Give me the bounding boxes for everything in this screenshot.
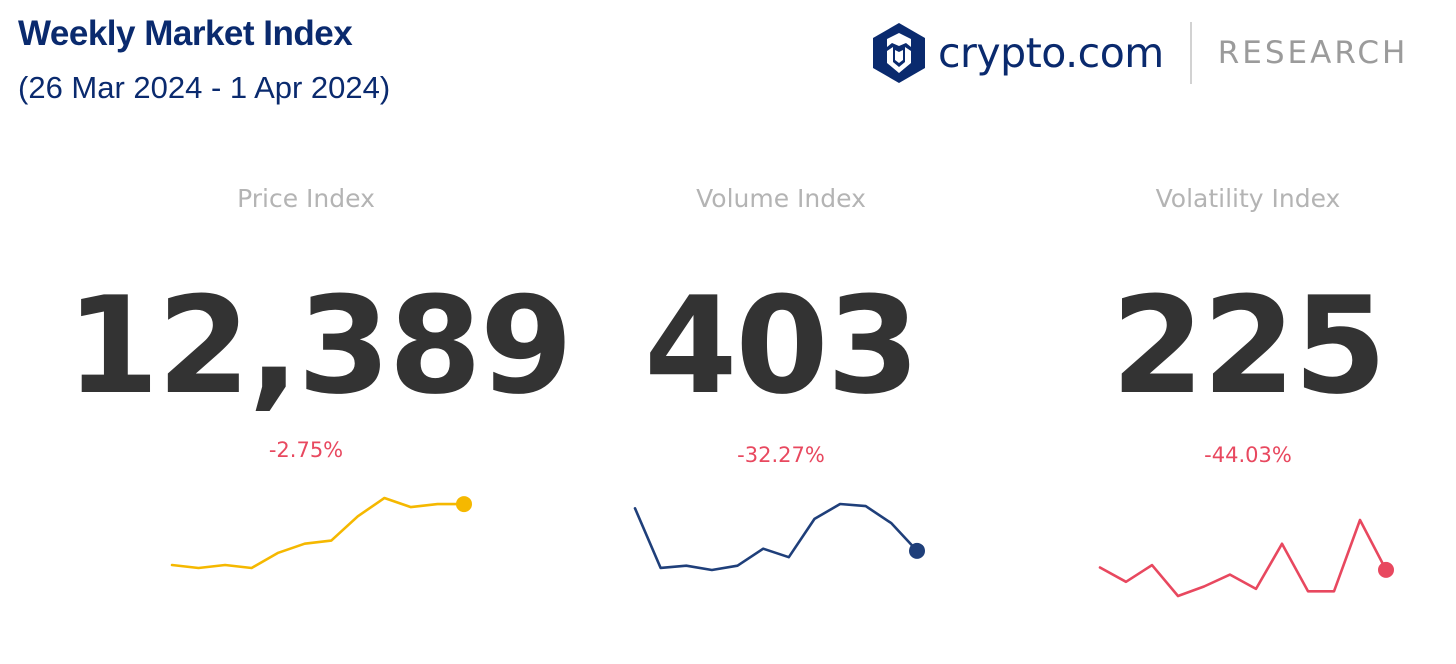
brand-name: crypto.com: [938, 29, 1164, 77]
price-index-value: 12,389: [66, 268, 573, 424]
crypto-com-lion-shield-icon: [873, 23, 925, 83]
volatility-index-change: -44.03%: [1204, 443, 1292, 467]
price-index-line: [170, 496, 466, 570]
page-title: Weekly Market Index: [18, 14, 353, 53]
price-index-change: -2.75%: [268, 438, 344, 462]
volume-index-card: Volume Index 403 -32.27%: [541, 180, 1021, 620]
volume-index-change: -32.27%: [737, 443, 825, 467]
brand-divider: [1189, 22, 1192, 84]
volatility-index-line: [1098, 518, 1388, 598]
volatility-index-label: Volatility Index: [1155, 184, 1341, 213]
volume-index-line: [633, 502, 919, 572]
volume-index-last-point: [909, 542, 925, 559]
volume-index-value: 403: [644, 268, 920, 424]
volume-index-label: Volume Index: [696, 184, 866, 213]
volatility-index-card: Volatility Index 225 -44.03%: [1008, 180, 1456, 620]
volume-index-sparkline: [633, 502, 925, 572]
volatility-index-value: 225: [1111, 268, 1387, 424]
price-index-label: Price Index: [237, 184, 375, 213]
price-index-card: Price Index 12,389 -2.75%: [66, 180, 573, 620]
price-index-sparkline: [170, 496, 472, 570]
brand-tag: RESEARCH: [1217, 35, 1409, 71]
volatility-index-sparkline: [1098, 518, 1394, 598]
price-index-last-point: [456, 496, 472, 513]
brand-header: crypto.com RESEARCH: [872, 20, 1408, 86]
volatility-index-last-point: [1378, 561, 1394, 578]
date-range-subtitle: (26 Mar 2024 - 1 Apr 2024): [18, 70, 391, 105]
